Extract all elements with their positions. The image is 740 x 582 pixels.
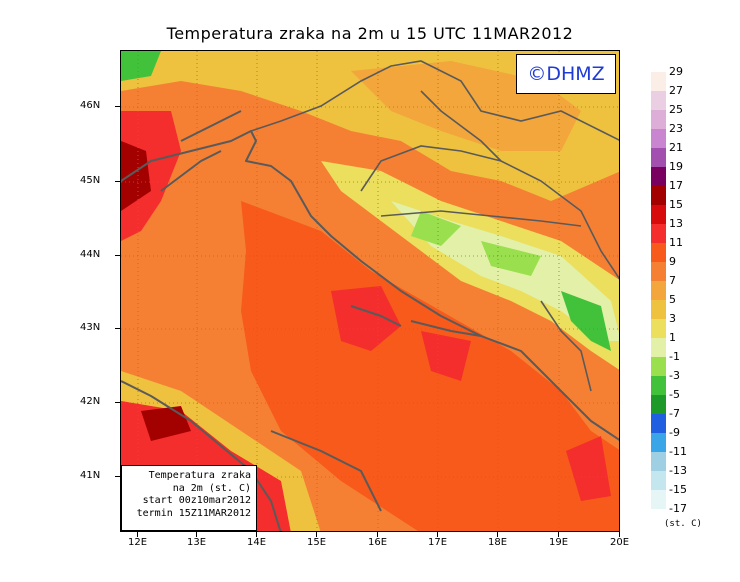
legend-swatch [651,91,666,110]
field-hot-spot-2 [421,331,471,381]
field-cold-patch-3 [561,291,611,351]
info-box: Temperatura zraka na 2m (st. C) start 00… [121,465,257,531]
legend-label: 21 [669,141,683,154]
temperature-map: ©DHMZ Temperatura zraka na 2m (st. C) st… [120,50,620,532]
field-west-very-hot [121,141,151,211]
lon-label: 17E [428,537,448,548]
legend-label: 25 [669,103,683,116]
legend-swatch [651,376,666,395]
legend-label: 13 [669,217,683,230]
field-hot-spot-1 [331,286,401,351]
graticule [121,51,619,531]
info-line-3: start 00z10mar2012 [142,495,251,506]
legend-swatch [651,110,666,129]
country-borders [250,60,619,392]
field-southwest-very-hot [141,406,191,441]
legend-swatch [651,433,666,452]
lat-label: 43N [80,322,101,333]
lat-label: 44N [80,249,101,260]
legend-swatch [651,357,666,376]
legend-label: -17 [669,502,687,515]
field-cold-patch-2 [481,241,541,276]
legend-swatch [651,490,666,509]
legend-swatch [651,319,666,338]
lon-label: 20E [610,537,630,548]
legend-label: 17 [669,179,683,192]
lon-label: 13E [187,537,207,548]
lon-label: 18E [488,537,508,548]
legend-label: -11 [669,445,687,458]
legend-swatch [651,281,666,300]
lat-label: 46N [80,100,101,111]
legend-label: 5 [669,293,676,306]
field-west-hot [121,111,181,241]
legend-swatch [651,205,666,224]
legend-label: 1 [669,331,676,344]
lat-label: 41N [80,470,101,481]
legend-label: -13 [669,464,687,477]
temperature-field [121,51,619,531]
legend-swatch [651,167,666,186]
field-cold-patch-1 [411,211,461,246]
legend-label: 23 [669,122,683,135]
legend-label: -7 [669,407,680,420]
legend-swatch [651,338,666,357]
legend-swatch [651,224,666,243]
legend-swatch [651,395,666,414]
legend-label: 9 [669,255,676,268]
lon-label: 19E [549,537,569,548]
legend-label: -9 [669,426,680,439]
legend-swatch [651,414,666,433]
legend-swatch [651,243,666,262]
legend-label: -15 [669,483,687,496]
dhmz-logo: ©DHMZ [516,54,616,94]
legend-label: 19 [669,160,683,173]
legend-swatch [651,186,666,205]
coastline [121,110,619,531]
legend-label: 7 [669,274,676,287]
map-title: Temperatura zraka na 2m u 15 UTC 11MAR20… [166,24,574,43]
lon-label: 16E [368,537,388,548]
legend-unit: (st. C) [664,519,702,529]
legend-label: -3 [669,369,680,382]
legend-label: -5 [669,388,680,401]
info-line-2: na 2m (st. C) [172,482,251,494]
legend-swatch [651,148,666,167]
lon-label: 14E [247,537,267,548]
legend-swatch [651,452,666,471]
info-line-1: Temperatura zraka [148,470,251,481]
lat-label: 42N [80,396,101,407]
legend-swatch [651,72,666,91]
legend-label: 11 [669,236,683,249]
field-hot-spot-3 [566,436,611,501]
legend-label: -1 [669,350,680,363]
legend-swatch [651,129,666,148]
lat-label: 45N [80,175,101,186]
legend-swatch [651,471,666,490]
info-line-4: termin 15Z11MAR2012 [136,507,251,519]
field-alpine-cold [121,51,161,81]
legend-label: 15 [669,198,683,211]
legend-swatch [651,300,666,319]
legend-swatch [651,262,666,281]
lon-label: 15E [307,537,327,548]
lon-label: 12E [128,537,148,548]
legend-label: 29 [669,65,683,78]
legend-label: 3 [669,312,676,325]
legend-label: 27 [669,84,683,97]
